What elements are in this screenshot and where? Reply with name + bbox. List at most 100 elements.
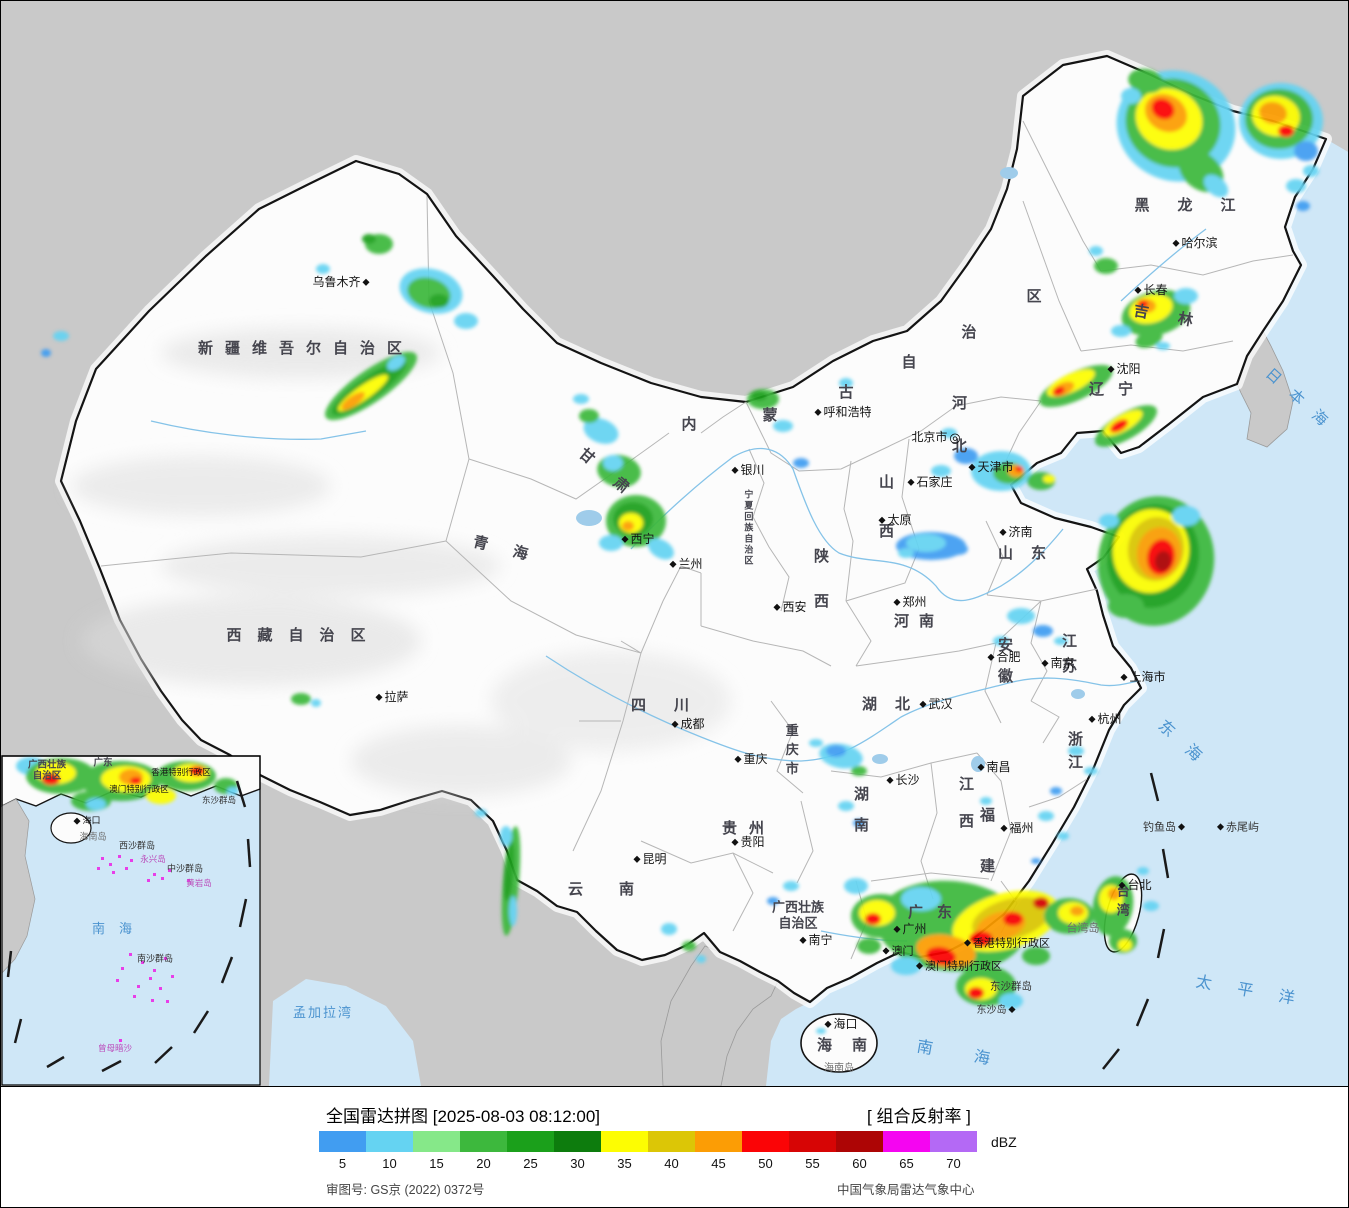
rivers bbox=[150, 228, 1207, 942]
radar-echo bbox=[926, 946, 956, 966]
boundary-dash bbox=[1135, 998, 1150, 1027]
radar-echo bbox=[429, 294, 449, 308]
radar-echo bbox=[901, 887, 941, 911]
boundary-dash bbox=[192, 1010, 210, 1034]
island-speck bbox=[147, 879, 150, 882]
radar-echo bbox=[1033, 897, 1049, 909]
island-speck bbox=[101, 857, 104, 860]
radar-echo bbox=[53, 331, 69, 341]
dbz-scale-cell: 35 bbox=[601, 1131, 648, 1171]
dbz-swatch bbox=[930, 1131, 977, 1152]
island-speck bbox=[125, 867, 128, 870]
radar-echo bbox=[898, 548, 914, 558]
radar-echo bbox=[1296, 201, 1310, 211]
radar-echo bbox=[583, 418, 619, 444]
dbz-tick-label: 10 bbox=[382, 1156, 397, 1171]
dbz-scale-cell: 15 bbox=[413, 1131, 460, 1171]
dbz-tick-label: 15 bbox=[429, 1156, 444, 1171]
radar-echo bbox=[993, 636, 1009, 646]
boundary-dash bbox=[238, 898, 248, 928]
dbz-tick-label: 50 bbox=[758, 1156, 773, 1171]
radar-echo bbox=[1015, 466, 1023, 472]
terrain-shading bbox=[71, 328, 731, 796]
radar-echo bbox=[500, 826, 512, 846]
radar-echo bbox=[1043, 475, 1055, 483]
radar-echo bbox=[1137, 867, 1149, 875]
dbz-tick-label: 70 bbox=[946, 1156, 961, 1171]
boundary-dash bbox=[1156, 928, 1166, 959]
radar-echo-layer bbox=[41, 68, 1323, 1034]
boundary-dash bbox=[1161, 848, 1170, 879]
boundary-dash bbox=[246, 838, 252, 868]
radar-echo bbox=[1038, 811, 1054, 821]
dbz-swatch bbox=[460, 1131, 507, 1152]
radar-echo bbox=[906, 534, 946, 552]
dbz-swatch bbox=[601, 1131, 648, 1152]
radar-echo bbox=[1156, 342, 1170, 350]
island-speck bbox=[168, 869, 171, 872]
dbz-swatch bbox=[836, 1131, 883, 1152]
radar-echo bbox=[696, 955, 706, 963]
dbz-tick-label: 35 bbox=[617, 1156, 632, 1171]
radar-echo bbox=[969, 931, 993, 947]
radar-echo bbox=[865, 913, 881, 925]
radar-echo bbox=[1033, 625, 1053, 637]
radar-echo bbox=[857, 938, 881, 954]
island-speck bbox=[161, 877, 164, 880]
radar-echo bbox=[579, 409, 599, 423]
dbz-swatch bbox=[695, 1131, 742, 1152]
hainan-island bbox=[800, 1013, 878, 1073]
island-speck bbox=[153, 873, 156, 876]
boundary-dash bbox=[220, 956, 234, 984]
radar-echo bbox=[603, 455, 623, 471]
dbz-scale-cell: 50 bbox=[742, 1131, 789, 1171]
radar-echo bbox=[1068, 746, 1084, 756]
island-speck bbox=[149, 977, 152, 980]
dbz-scale-cell: 65 bbox=[883, 1131, 930, 1171]
dbz-tick-label: 5 bbox=[338, 1156, 347, 1171]
radar-echo bbox=[503, 841, 515, 901]
legend-panel: 全国雷达拼图 [2025-08-03 08:12:00] [ 组合反射率 ] 5… bbox=[1, 1086, 1348, 1207]
radar-echo bbox=[954, 448, 978, 464]
lakes bbox=[576, 167, 1085, 772]
radar-echo bbox=[1143, 901, 1159, 911]
radar-echo bbox=[316, 264, 330, 274]
radar-echo bbox=[931, 465, 951, 477]
bay-of-bengal bbox=[269, 979, 421, 1086]
dbz-colorbar: 5 10 15 20 25 30 35 40 45 50 55 60 65 70 bbox=[319, 1131, 977, 1171]
boundary-dash bbox=[46, 1055, 65, 1069]
dbz-tick-label: 40 bbox=[664, 1156, 679, 1171]
boundary-dash bbox=[6, 950, 13, 978]
boundary-dash bbox=[13, 1018, 23, 1044]
island-speck bbox=[112, 871, 115, 874]
dbz-tick-label: 20 bbox=[476, 1156, 491, 1171]
radar-echo bbox=[1108, 594, 1144, 618]
radar-echo bbox=[948, 543, 968, 555]
radar-echo bbox=[509, 896, 517, 926]
radar-echo bbox=[682, 941, 696, 951]
radar-echo bbox=[1057, 832, 1069, 840]
island-speck bbox=[97, 867, 100, 870]
radar-echo bbox=[1003, 912, 1023, 926]
radar-echo bbox=[773, 420, 793, 432]
radar-echo bbox=[41, 349, 51, 357]
dbz-scale-cell: 30 bbox=[554, 1131, 601, 1171]
inset-radar-echo-layer bbox=[16, 757, 239, 811]
dbz-tick-label: 30 bbox=[570, 1156, 585, 1171]
island-speck bbox=[129, 953, 132, 956]
dbz-tick-label: 65 bbox=[899, 1156, 914, 1171]
inset-vietnam bbox=[1, 798, 36, 974]
dbz-scale-cell: 20 bbox=[460, 1131, 507, 1171]
island-speck bbox=[116, 979, 119, 982]
dbz-tick-label: 45 bbox=[711, 1156, 726, 1171]
island-speck bbox=[141, 961, 144, 964]
dbz-swatch bbox=[413, 1131, 460, 1152]
island-speck bbox=[119, 1039, 122, 1042]
radar-echo bbox=[783, 881, 799, 891]
radar-echo bbox=[751, 391, 767, 401]
radar-echo bbox=[1109, 419, 1129, 433]
radar-echo bbox=[844, 878, 868, 894]
radar-echo bbox=[1084, 767, 1098, 775]
island-speck bbox=[153, 969, 156, 972]
